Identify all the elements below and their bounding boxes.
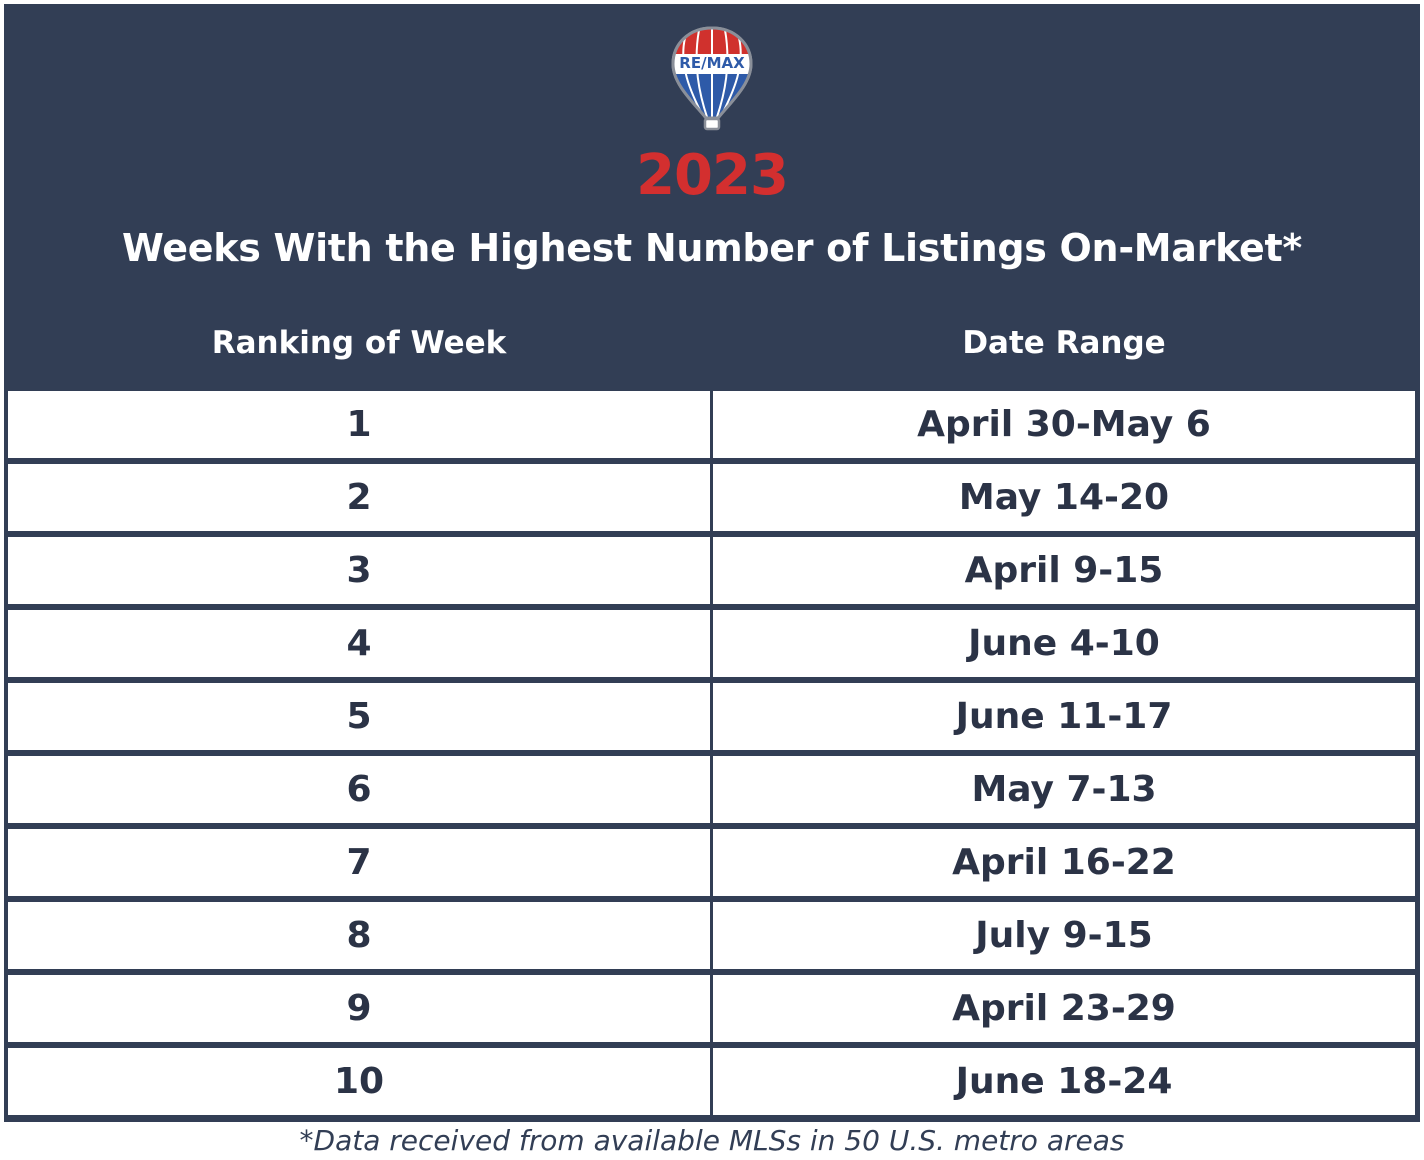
table-row: 2 May 14-20 (8, 464, 1415, 537)
page-title: Weeks With the Highest Number of Listing… (122, 226, 1302, 270)
table-row: 7 April 16-22 (8, 829, 1415, 902)
table-row: 4 June 4-10 (8, 610, 1415, 683)
rank-cell: 7 (8, 829, 710, 896)
table-row: 6 May 7-13 (8, 756, 1415, 829)
date-range-cell: June 18-24 (713, 1048, 1415, 1115)
hot-air-balloon-icon: RE/MAX (671, 26, 753, 131)
date-range-cell: May 7-13 (713, 756, 1415, 823)
rank-cell: 8 (8, 902, 710, 969)
logo-wordmark: RE/MAX (679, 54, 745, 72)
rank-cell: 5 (8, 683, 710, 750)
date-range-cell: April 23-29 (713, 975, 1415, 1042)
year-heading: 2023 (636, 143, 789, 208)
table-row: 9 April 23-29 (8, 975, 1415, 1048)
rank-cell: 6 (8, 756, 710, 823)
rank-cell: 2 (8, 464, 710, 531)
rank-cell: 1 (8, 391, 710, 458)
table-row: 1 April 30-May 6 (8, 391, 1415, 464)
date-range-cell: May 14-20 (713, 464, 1415, 531)
date-range-cell: April 16-22 (713, 829, 1415, 896)
table-row: 3 April 9-15 (8, 537, 1415, 610)
date-range-cell: April 9-15 (713, 537, 1415, 604)
column-header-date-range: Date Range (962, 325, 1166, 361)
date-range-cell: April 30-May 6 (713, 391, 1415, 458)
table-row: 5 June 11-17 (8, 683, 1415, 756)
remax-balloon-logo: RE/MAX (669, 24, 755, 132)
table-row: 10 June 18-24 (8, 1048, 1415, 1121)
rank-cell: 10 (8, 1048, 710, 1115)
footnote: *Data received from available MLSs in 50… (299, 1124, 1125, 1157)
column-header-ranking: Ranking of Week (211, 325, 507, 361)
date-range-cell: June 11-17 (713, 683, 1415, 750)
rankings-table: 1 April 30-May 6 2 May 14-20 3 April 9-1… (8, 391, 1415, 1121)
table-row: 8 July 9-15 (8, 902, 1415, 975)
rank-cell: 4 (8, 610, 710, 677)
date-range-cell: July 9-15 (713, 902, 1415, 969)
rank-cell: 9 (8, 975, 710, 1042)
rank-cell: 3 (8, 537, 710, 604)
date-range-cell: June 4-10 (713, 610, 1415, 677)
